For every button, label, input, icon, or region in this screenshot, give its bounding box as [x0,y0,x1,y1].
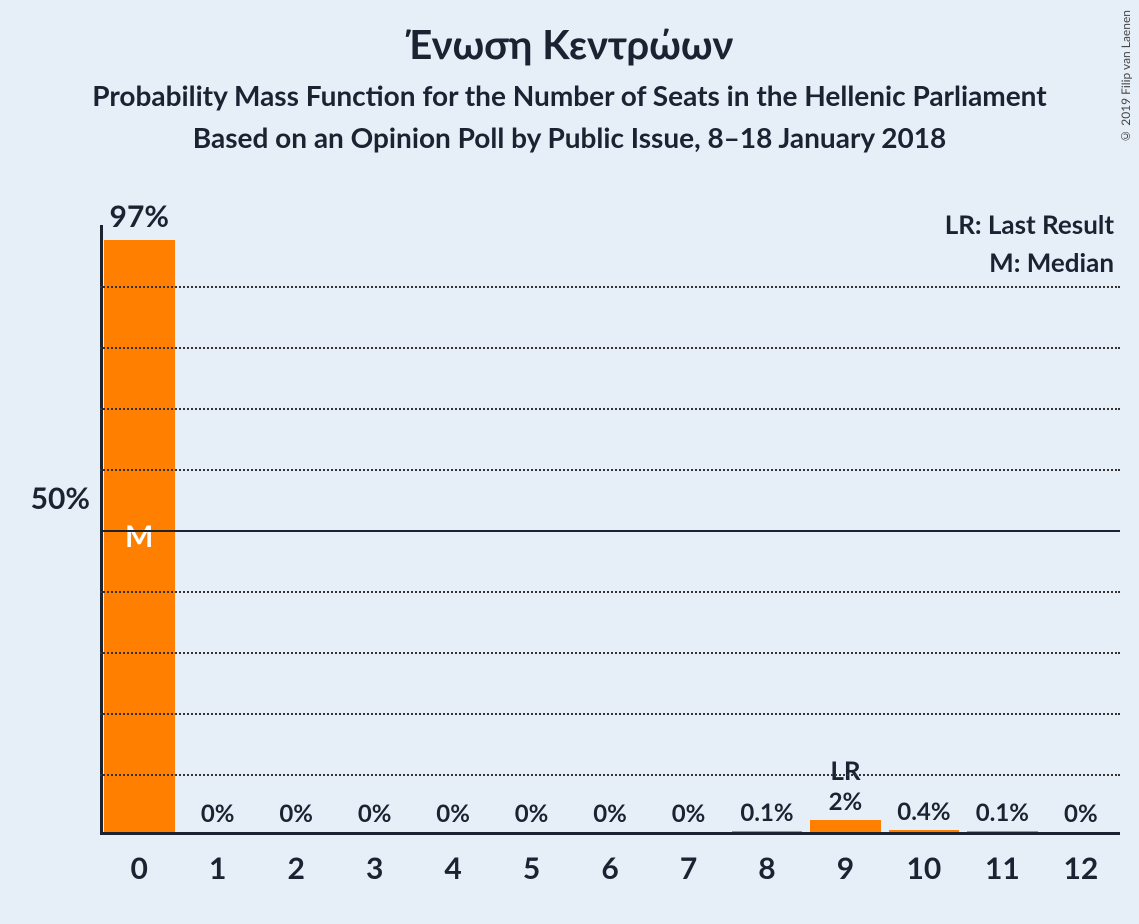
x-axis-tick-label: 10 [885,850,963,886]
y-axis-tick-label: 50% [0,480,90,516]
x-axis-tick-label: 7 [649,850,727,886]
bar-value-label: 0.1% [976,798,1029,827]
last-result-marker: LR [830,754,860,786]
x-axis-tick-label: 5 [492,850,570,886]
bar-slot: 0% [178,222,256,832]
bar-value-label: 97% [110,198,169,234]
bar-value-label: 0% [593,799,627,828]
bar-value-label: 0% [515,799,549,828]
bar-value-label: 0% [358,799,392,828]
bar-value-label: 0% [672,799,706,828]
x-axis-tick-label: 4 [414,850,492,886]
x-axis-tick-label: 11 [963,850,1041,886]
x-axis-tick-label: 3 [335,850,413,886]
chart-subtitle-1: Probability Mass Function for the Number… [0,78,1139,112]
grid-line [100,591,1120,593]
grid-line [100,286,1120,288]
x-axis-tick-label: 6 [571,850,649,886]
bar-slot: 0% [571,222,649,832]
bar-value-label: 0.4% [897,797,950,826]
bar-slot: 0% [257,222,335,832]
bar-value-label: 0.1% [740,798,793,827]
grid-line [100,774,1120,776]
bars-container: 97%M 0% 0% 0% 0% 0% 0% 0% 0.1% 2%LR 0.4% 0.1% 0% [100,222,1120,832]
x-axis-tick-label: 12 [1042,850,1120,886]
chart-subtitle-2: Based on an Opinion Poll by Public Issue… [0,120,1139,154]
bar-slot: 0% [335,222,413,832]
bar-slot: 0% [649,222,727,832]
chart-container: Ένωση Κεντρώων Probability Mass Function… [0,0,1139,924]
bar: 0.4% [889,830,960,832]
bar-slot: 0.4% [885,222,963,832]
x-axis-labels: 0123456789101112 [100,850,1120,886]
bar: 2%LR [810,820,881,832]
plot-area: 97%M 0% 0% 0% 0% 0% 0% 0% 0.1% 2%LR 0.4% 0.1% 0% [100,225,1120,835]
median-marker: M [125,518,153,554]
x-axis-tick-label: 1 [178,850,256,886]
bar-slot: 0% [492,222,570,832]
grid-line [100,530,1120,532]
copyright-text: © 2019 Filip van Laenen [1118,10,1133,144]
bar: M [104,240,175,832]
grid-line [100,469,1120,471]
bar-slot: 0% [414,222,492,832]
bar-slot: 0% [1042,222,1120,832]
x-axis-tick-label: 8 [728,850,806,886]
bar: 0.1% [967,831,1038,832]
grid-line [100,408,1120,410]
x-axis-tick-label: 9 [806,850,884,886]
bar-value-label: 2% [829,787,863,816]
bar-value-label: 0% [436,799,470,828]
grid-line [100,347,1120,349]
bar-slot: 97%M [100,222,178,832]
grid-line [100,652,1120,654]
x-axis-tick-label: 0 [100,850,178,886]
bar-value-label: 0% [201,799,235,828]
bar-slot: 2%LR [806,222,884,832]
grid-line [100,713,1120,715]
bar-slot: 0.1% [963,222,1041,832]
x-axis-line [100,832,1120,835]
chart-title: Ένωση Κεντρώων [0,0,1139,68]
x-axis-tick-label: 2 [257,850,335,886]
bar: 0.1% [732,831,803,832]
bar-slot: 0.1% [728,222,806,832]
bar-value-label: 0% [1064,799,1098,828]
bar-value-label: 0% [279,799,313,828]
